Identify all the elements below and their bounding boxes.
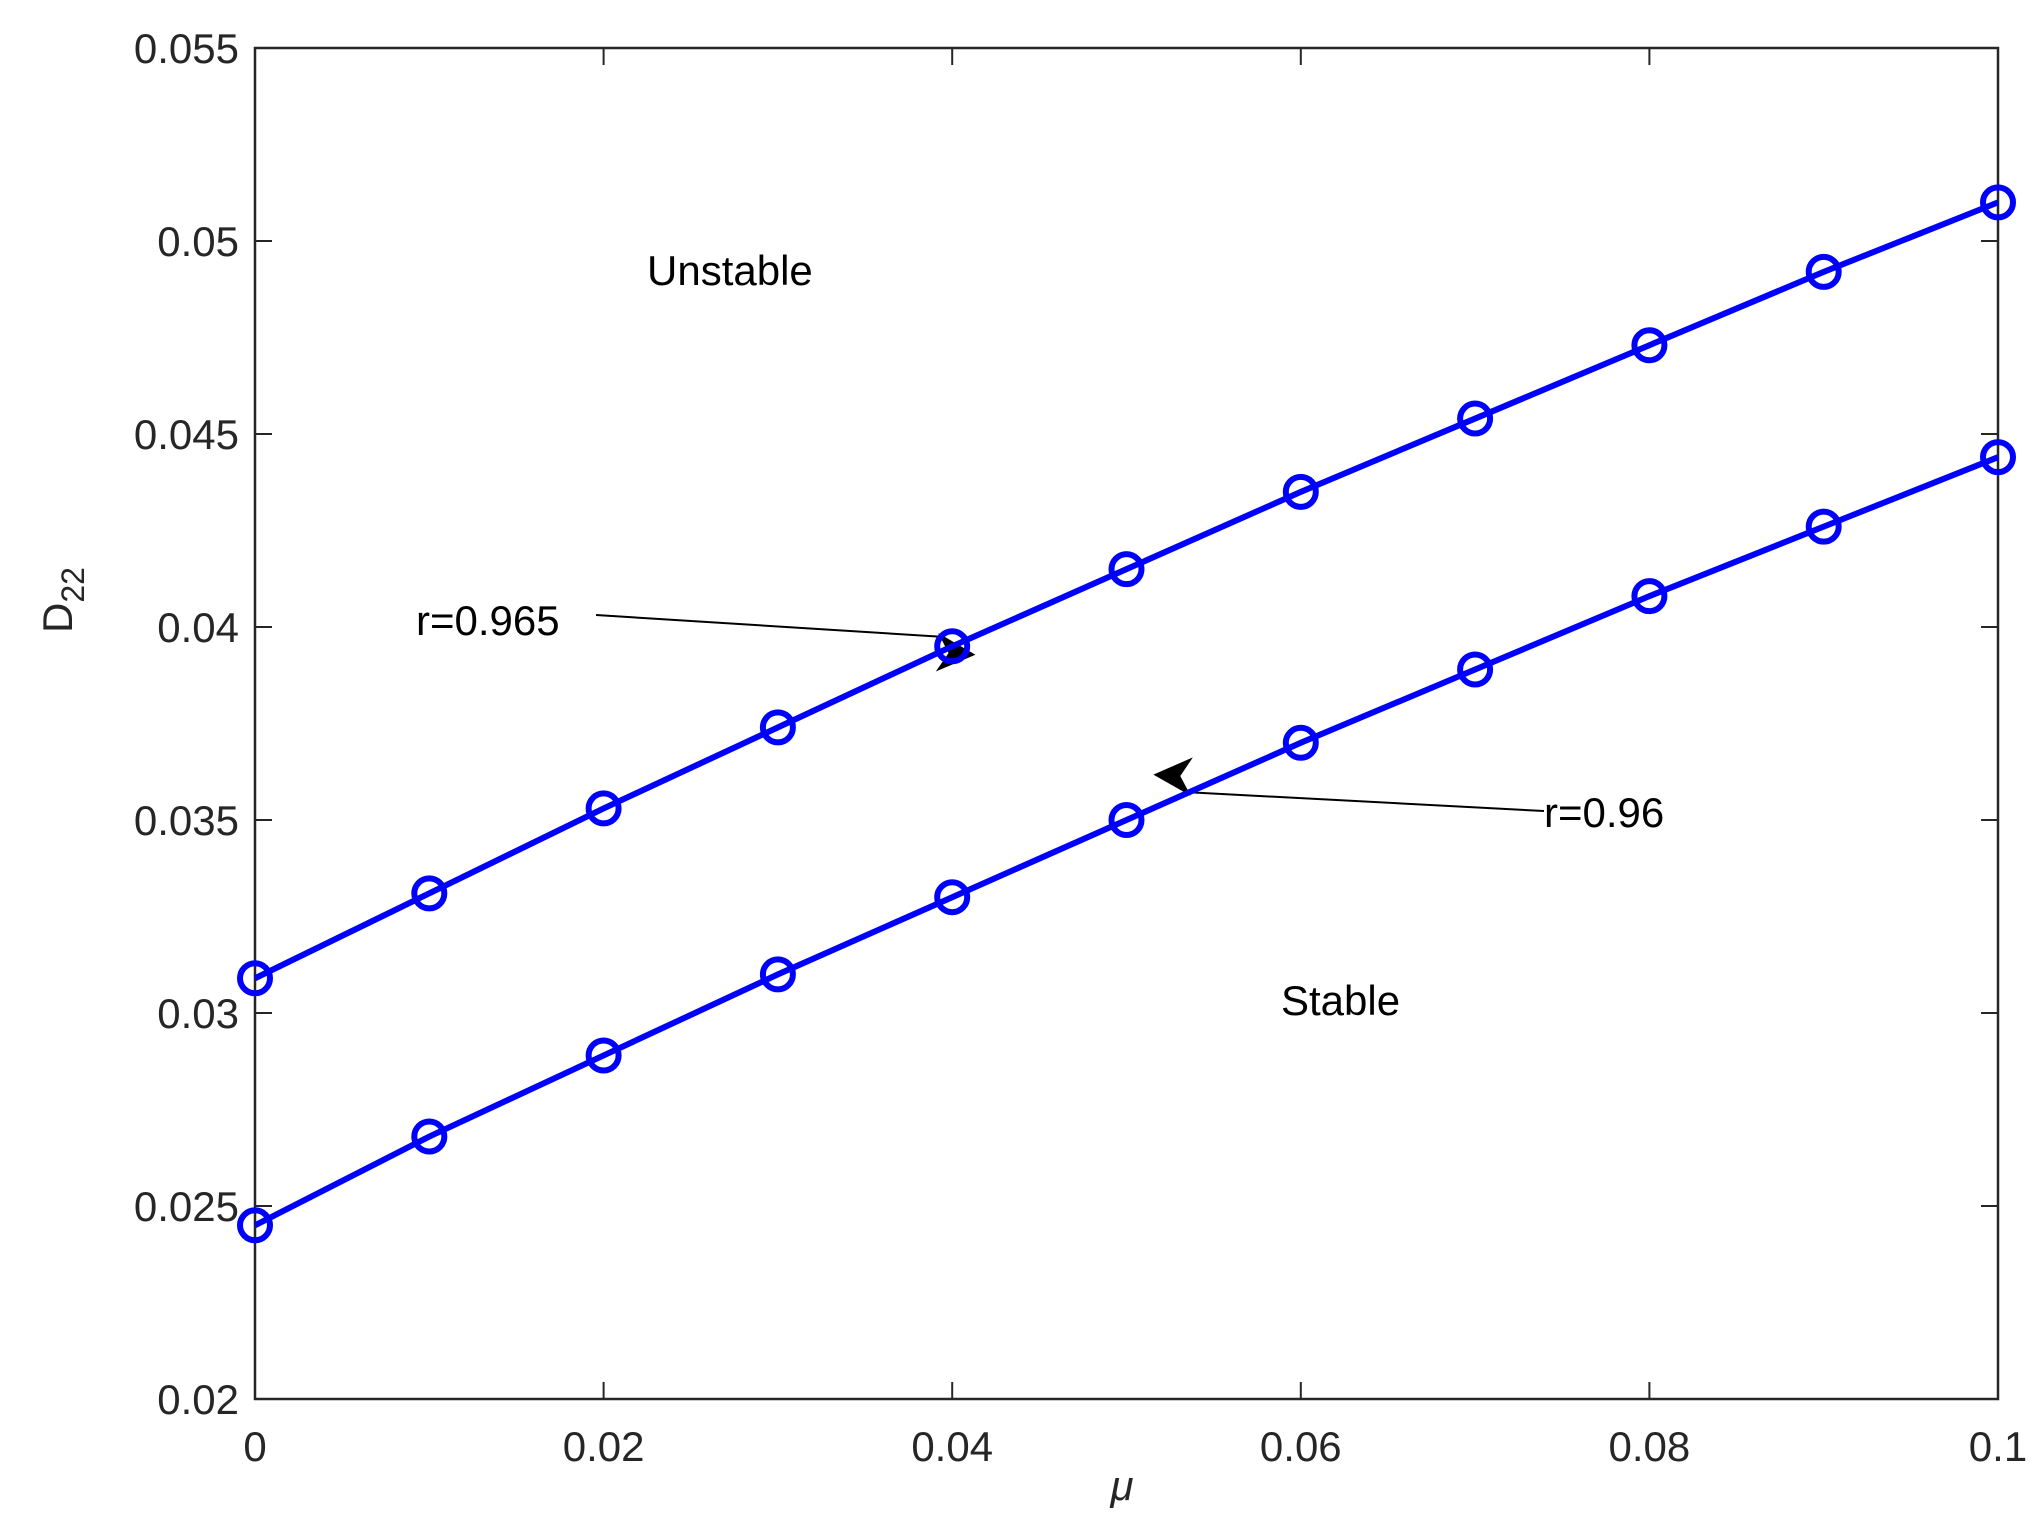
data-point	[1282, 724, 1319, 761]
y-label-main: D	[34, 603, 81, 633]
y-tick-label: 0.045	[134, 411, 239, 458]
y-tick-label: 0.04	[157, 604, 239, 651]
data-point	[1631, 578, 1668, 615]
plot-frame	[253, 46, 2000, 1401]
y-axis-label: D22	[34, 567, 91, 633]
arrow	[595, 614, 976, 672]
x-tick-label: 0	[243, 1423, 266, 1470]
y-tick-label: 0.055	[134, 25, 239, 72]
x-tick-label: 0.08	[1609, 1423, 1691, 1470]
annotation: r=0.96	[1544, 789, 1664, 836]
y-label-sub: 22	[55, 567, 91, 603]
y-tick-label: 0.03	[157, 990, 239, 1037]
data-point	[237, 1207, 273, 1244]
x-axis-label: μ	[1109, 1462, 1133, 1509]
series-line	[253, 454, 2000, 1228]
data-point	[1631, 327, 1668, 364]
data-point	[1282, 473, 1319, 510]
y-tick-label: 0.02	[157, 1376, 239, 1423]
data-point	[585, 790, 622, 827]
data-point	[1108, 551, 1145, 588]
x-tick-label: 0.02	[563, 1423, 645, 1470]
annotation: Stable	[1281, 977, 1400, 1024]
data-point	[585, 1037, 622, 1074]
data-point	[1805, 253, 1842, 290]
data-point	[934, 879, 971, 916]
annotation: r=0.965	[416, 597, 560, 644]
annotation: Unstable	[647, 247, 813, 294]
data-point	[1980, 184, 2016, 221]
data-point	[1805, 508, 1842, 545]
y-tick-label: 0.035	[134, 797, 239, 844]
x-tick-label: 0.1	[1969, 1423, 2027, 1470]
data-point	[237, 960, 273, 997]
data-point	[411, 875, 448, 912]
data-point	[1457, 400, 1494, 437]
x-tick-label: 0.06	[1260, 1423, 1342, 1470]
y-tick-label: 0.025	[134, 1183, 239, 1230]
arrow	[1153, 757, 1545, 812]
data-point	[411, 1118, 448, 1155]
x-tick-label: 0.04	[911, 1423, 993, 1470]
y-tick-label: 0.05	[157, 218, 239, 265]
data-point	[934, 628, 971, 665]
data-point	[1108, 802, 1145, 838]
series-line	[253, 199, 2000, 981]
data-point	[759, 956, 796, 993]
data-point	[1457, 651, 1494, 688]
data-point	[1980, 439, 2016, 476]
data-point	[759, 709, 796, 746]
